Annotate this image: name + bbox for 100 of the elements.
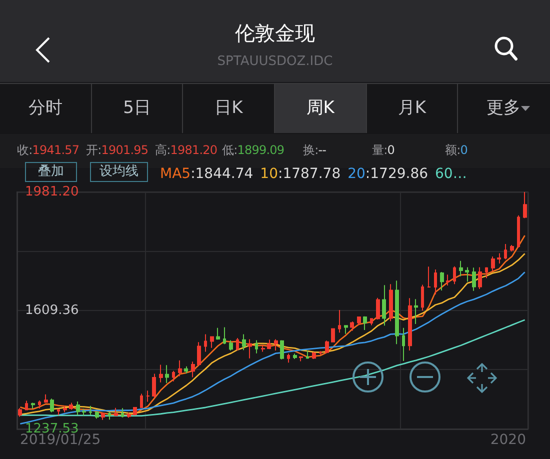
candlestick <box>472 267 476 292</box>
candlestick <box>395 280 399 345</box>
candlestick <box>267 339 271 350</box>
candlestick <box>18 408 22 418</box>
candlestick <box>459 260 463 277</box>
candlestick <box>248 338 252 359</box>
text: 日K <box>183 84 275 133</box>
candlestick <box>331 328 335 343</box>
candlestick <box>31 402 35 409</box>
candlestick <box>204 334 207 352</box>
candlestick <box>140 393 143 408</box>
text: 分时 <box>0 84 92 133</box>
candlestick <box>440 272 444 292</box>
text: 叠加 <box>25 162 77 182</box>
text: 低:1899.09 <box>222 143 284 157</box>
candlestick <box>344 324 348 334</box>
candlestick <box>453 266 456 285</box>
candlestick <box>350 320 354 332</box>
chart-title: 伦敦金现 <box>235 21 315 45</box>
text: 10:1787.78 <box>260 166 341 182</box>
candlestick <box>357 316 361 326</box>
candlestick <box>76 400 80 416</box>
text: 5日 <box>92 84 184 133</box>
candlestick <box>504 244 507 260</box>
candlestick <box>44 394 48 404</box>
chart-subtitle: SPTAUUSDOZ.IDC <box>217 54 333 69</box>
candlestick <box>165 364 169 384</box>
candlestick <box>465 266 469 282</box>
text: 设均线 <box>90 162 148 182</box>
candlestick <box>133 406 137 416</box>
candlestick <box>478 266 482 290</box>
text: 额:0 <box>445 143 468 157</box>
text: 高:1981.20 <box>155 143 218 157</box>
candlestick <box>172 370 175 382</box>
candlestick <box>312 352 316 360</box>
text: 月K <box>366 84 458 133</box>
candlestick <box>306 350 309 360</box>
candlestick <box>223 326 226 345</box>
text: 量:0 <box>372 143 394 157</box>
candlestick <box>50 398 54 413</box>
candlestick <box>414 298 418 324</box>
text: 60… <box>435 166 467 182</box>
text: MA5:1844.74 <box>160 166 254 182</box>
candlestick <box>389 284 393 322</box>
text: 20:1729.86 <box>348 166 428 182</box>
candlestick <box>274 338 278 351</box>
text: 换:-- <box>303 143 326 157</box>
candlestick <box>287 353 290 364</box>
candlestick <box>229 340 233 351</box>
candlestick <box>69 402 73 410</box>
candlestick <box>402 327 405 362</box>
text: 2020 <box>490 432 526 448</box>
candlestick <box>210 336 214 348</box>
candlestick <box>523 192 527 219</box>
candlestick <box>25 400 28 411</box>
candlestick <box>178 360 182 377</box>
candlestick <box>434 269 437 295</box>
candlestick <box>299 356 303 362</box>
y-tick-label: 1981.20 <box>25 184 79 200</box>
candlestick <box>184 366 188 374</box>
candlestick <box>382 284 386 326</box>
text: 周K <box>275 84 367 133</box>
candlestick <box>408 298 412 351</box>
candlestick <box>82 408 86 416</box>
candlestick <box>197 342 201 366</box>
candlestick <box>101 412 105 420</box>
candlestick <box>485 266 488 279</box>
candlestick <box>127 412 131 418</box>
candlestick <box>255 340 258 354</box>
candlestick <box>152 373 156 398</box>
candlestick <box>325 340 329 354</box>
candlestick <box>108 412 111 420</box>
line-series <box>19 271 526 424</box>
text: 收:1941.57 <box>17 143 80 157</box>
candlestick <box>57 408 60 416</box>
candlestick <box>261 344 265 352</box>
candlestick <box>497 252 501 264</box>
candlestick <box>376 297 380 320</box>
candlestick <box>510 244 514 252</box>
line-series <box>19 319 526 416</box>
candlestick <box>363 316 367 331</box>
candlestick <box>159 364 163 383</box>
candlestick <box>63 405 67 413</box>
text: 开:1901.95 <box>86 143 148 157</box>
candlestick <box>146 390 150 402</box>
candlestick <box>114 407 118 416</box>
y-tick-label: 1609.36 <box>25 303 79 318</box>
candlestick <box>95 411 99 420</box>
candlestick <box>427 266 431 288</box>
candlestick <box>89 405 92 416</box>
candlestick <box>446 274 450 286</box>
candlestick <box>338 309 341 334</box>
candlestick <box>191 361 195 378</box>
candlestick <box>491 256 495 272</box>
candlestick <box>236 338 239 351</box>
candlestick <box>38 400 41 409</box>
candlestick <box>319 350 322 356</box>
candlestick <box>280 340 284 360</box>
candlestick <box>517 214 520 248</box>
candlestick <box>421 284 424 312</box>
